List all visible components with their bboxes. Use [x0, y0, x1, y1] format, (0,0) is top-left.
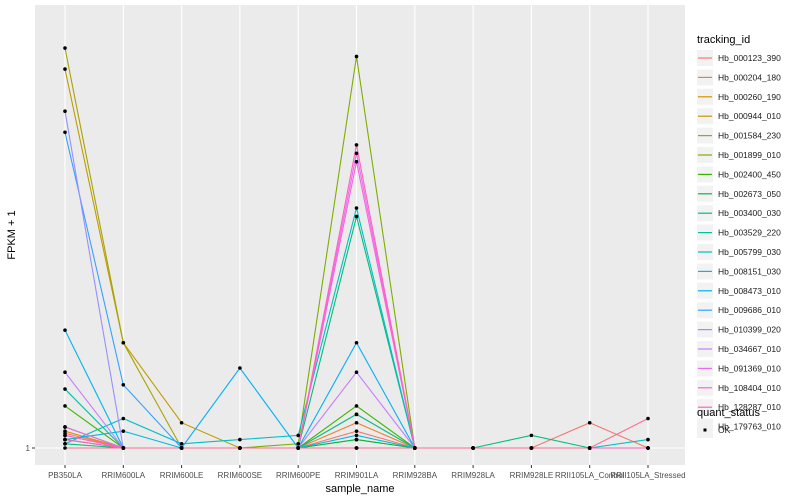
data-point	[354, 433, 359, 438]
legend-label: Hb_008151_030	[718, 266, 781, 276]
data-point	[646, 416, 650, 421]
data-point	[63, 328, 67, 332]
data-point	[121, 383, 126, 387]
data-point	[63, 404, 67, 408]
data-point	[63, 433, 67, 438]
data-point	[63, 429, 67, 433]
data-point	[354, 404, 359, 408]
legend-label: Hb_128287_010	[718, 402, 781, 412]
data-point	[354, 446, 359, 450]
x-tick-label: RRIM600SE	[218, 471, 262, 480]
legend-label: Hb_010399_020	[718, 325, 781, 335]
data-point	[63, 109, 67, 113]
legend-label: Hb_000123_390	[718, 53, 781, 63]
legend-label: Hb_000260_190	[718, 92, 781, 102]
data-point	[354, 214, 359, 219]
data-point	[354, 412, 359, 417]
data-point	[296, 441, 301, 446]
legend-label: Hb_008473_010	[718, 286, 781, 296]
legend-label: Hb_179763_010	[718, 422, 781, 432]
data-point	[646, 446, 650, 450]
data-point	[354, 54, 359, 59]
legend-label: Hb_003529_220	[718, 228, 781, 238]
legend-label: Hb_009686_010	[718, 305, 781, 315]
data-point	[646, 437, 650, 442]
legend: tracking_id Hb_000123_390Hb_000204_180Hb…	[697, 34, 781, 438]
data-point	[354, 370, 359, 375]
y-axis-title: FPKM + 1	[6, 210, 18, 259]
data-point	[587, 420, 592, 425]
legend-label: Hb_091369_010	[718, 363, 781, 373]
legend-label: Hb_005799_030	[718, 247, 781, 257]
x-tick-label: RRIM600LE	[160, 471, 204, 480]
y-axis-ticks: 1	[26, 444, 35, 453]
data-point	[63, 441, 67, 446]
data-point	[121, 446, 126, 450]
x-tick-label: RRIM928LA	[451, 471, 495, 480]
legend-label: Hb_003400_030	[718, 208, 781, 218]
data-point	[63, 425, 67, 429]
data-point	[354, 143, 359, 147]
x-tick-label: RRII105LA_Control	[555, 471, 625, 480]
data-point	[354, 159, 359, 164]
legend-label: Hb_000944_010	[718, 111, 781, 121]
data-point	[179, 420, 184, 425]
data-point	[354, 151, 359, 156]
data-point	[179, 446, 184, 450]
data-point	[354, 420, 359, 425]
data-point	[63, 46, 67, 50]
data-point	[529, 446, 534, 450]
data-point	[238, 437, 242, 442]
data-points	[63, 46, 650, 450]
x-tick-label: RRIM928BA	[393, 471, 438, 480]
data-point	[63, 370, 67, 375]
legend-label: Hb_002673_050	[718, 189, 781, 199]
legend-label: Hb_001584_230	[718, 131, 781, 141]
data-point	[471, 446, 475, 450]
data-point	[296, 433, 301, 438]
x-axis-ticks: PB350LA RRIM600LA RRIM600LE RRIM600SE RRIM60…	[48, 465, 686, 480]
x-axis-title: sample_name	[325, 483, 394, 495]
plot-panel	[35, 5, 685, 465]
data-point	[63, 437, 67, 442]
status-legend-key-square	[703, 428, 707, 432]
data-point	[121, 340, 126, 345]
legend-label: Hb_001899_010	[718, 150, 781, 160]
legend-label: Hb_034667_010	[718, 344, 781, 354]
status-legend-label: OK	[718, 425, 731, 435]
data-point	[238, 446, 242, 450]
legend-title: tracking_id	[697, 34, 750, 46]
x-tick-label: RRIM901LA	[335, 471, 379, 480]
data-point	[529, 433, 534, 438]
status-legend-title: quant_status	[697, 407, 760, 419]
x-tick-label: RRIM600PE	[276, 471, 320, 480]
data-point	[179, 441, 184, 446]
data-point	[121, 429, 126, 433]
data-point	[354, 340, 359, 345]
legend-label: Hb_108404_010	[718, 383, 781, 393]
legend-label: Hb_002400_450	[718, 169, 781, 179]
data-point	[121, 416, 126, 421]
data-point	[354, 429, 359, 433]
data-point	[413, 446, 417, 450]
data-point	[238, 366, 242, 370]
data-point	[354, 206, 359, 210]
data-point	[354, 437, 359, 442]
data-point	[587, 446, 592, 450]
data-point	[296, 446, 301, 450]
legend-items: Hb_000123_390 Hb_000204_180 Hb_000260_190 H…	[697, 50, 781, 435]
data-point	[63, 130, 67, 135]
data-point	[63, 67, 67, 71]
data-point	[63, 387, 67, 391]
status-legend-items: OK	[697, 422, 731, 438]
x-tick-label: RRIM928LE	[510, 471, 554, 480]
data-point	[63, 446, 67, 450]
y-tick-label: 1	[26, 444, 31, 453]
x-tick-label: RRIM600LA	[102, 471, 146, 480]
legend-label: Hb_000204_180	[718, 72, 781, 82]
x-tick-label: PB350LA	[48, 471, 82, 480]
x-tick-label: RRII105LA_Stressed	[610, 471, 685, 480]
